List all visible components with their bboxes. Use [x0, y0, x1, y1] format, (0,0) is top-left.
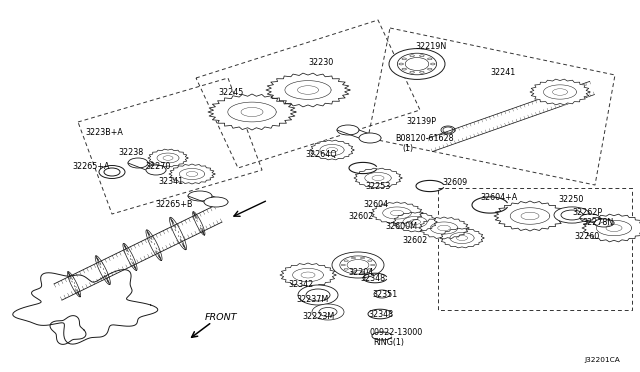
Ellipse shape [306, 289, 330, 301]
Text: 32341: 32341 [158, 177, 183, 186]
Text: 32270: 32270 [145, 162, 170, 171]
Text: 32245: 32245 [218, 88, 243, 97]
Ellipse shape [99, 166, 125, 179]
Ellipse shape [594, 219, 614, 227]
Text: 32600M: 32600M [385, 222, 417, 231]
Text: 32348: 32348 [368, 310, 393, 319]
Text: 32262P: 32262P [572, 208, 602, 217]
Polygon shape [208, 94, 296, 130]
Text: RING(1): RING(1) [373, 338, 404, 347]
Text: 32348: 32348 [360, 274, 385, 283]
Ellipse shape [397, 53, 436, 75]
Polygon shape [354, 168, 402, 188]
Text: 32602: 32602 [402, 236, 428, 245]
Ellipse shape [580, 214, 600, 222]
Ellipse shape [554, 207, 590, 223]
Ellipse shape [312, 304, 344, 320]
Ellipse shape [337, 125, 359, 135]
Text: 32241: 32241 [490, 68, 515, 77]
Ellipse shape [340, 256, 376, 274]
Text: 32230: 32230 [308, 58, 333, 67]
Text: 32238: 32238 [118, 148, 143, 157]
Text: 32278N: 32278N [582, 218, 613, 227]
Text: J32201CA: J32201CA [584, 357, 620, 363]
Polygon shape [169, 164, 215, 184]
Ellipse shape [359, 133, 381, 143]
Text: 32602: 32602 [348, 212, 373, 221]
Polygon shape [494, 201, 566, 231]
Ellipse shape [298, 285, 338, 305]
Text: 32604+A: 32604+A [480, 193, 517, 202]
Text: 32342: 32342 [288, 280, 313, 289]
Text: FRONT: FRONT [205, 314, 237, 323]
Text: 00922-13000: 00922-13000 [370, 328, 423, 337]
Text: 32265+B: 32265+B [155, 200, 193, 209]
Ellipse shape [188, 191, 212, 201]
Text: 3223B+A: 3223B+A [85, 128, 123, 137]
Text: 32250: 32250 [558, 195, 584, 204]
Ellipse shape [204, 197, 228, 207]
Polygon shape [440, 228, 484, 248]
Ellipse shape [561, 210, 583, 220]
Text: 32223M: 32223M [302, 312, 334, 321]
Polygon shape [266, 73, 350, 107]
Polygon shape [393, 212, 437, 232]
Text: 32219N: 32219N [415, 42, 446, 51]
Text: 32265+A: 32265+A [72, 162, 109, 171]
Ellipse shape [319, 308, 337, 317]
Text: 32609: 32609 [442, 178, 467, 187]
Polygon shape [582, 214, 640, 242]
Ellipse shape [332, 252, 384, 278]
Text: 32237M: 32237M [296, 295, 328, 304]
Text: B08120-61628: B08120-61628 [395, 134, 454, 143]
Text: 32351: 32351 [372, 290, 397, 299]
Polygon shape [148, 149, 188, 167]
Polygon shape [530, 79, 590, 105]
Text: 32260: 32260 [574, 232, 599, 241]
Polygon shape [280, 263, 336, 287]
Text: 32253: 32253 [365, 182, 390, 191]
Ellipse shape [389, 49, 445, 79]
Polygon shape [419, 217, 469, 239]
Polygon shape [310, 140, 354, 160]
Text: 32204: 32204 [348, 268, 373, 277]
Text: 32604: 32604 [363, 200, 388, 209]
Ellipse shape [128, 158, 148, 168]
Polygon shape [371, 202, 423, 224]
Ellipse shape [146, 165, 166, 175]
Ellipse shape [104, 168, 120, 176]
Text: (1): (1) [402, 144, 413, 153]
Text: 32139P: 32139P [406, 117, 436, 126]
Text: 32264Q: 32264Q [305, 150, 337, 159]
